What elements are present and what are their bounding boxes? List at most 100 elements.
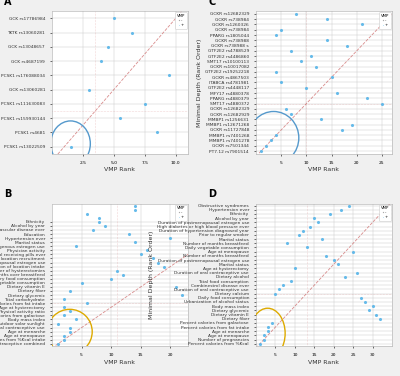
Point <box>318 117 325 123</box>
Point <box>338 127 345 133</box>
Point <box>96 215 102 221</box>
Point <box>268 138 274 144</box>
Point <box>288 278 294 284</box>
Point <box>358 295 364 301</box>
Point <box>319 236 325 242</box>
Point <box>278 79 284 85</box>
Point <box>86 86 92 92</box>
Point <box>154 129 160 135</box>
Point <box>90 227 96 233</box>
Point <box>303 85 310 91</box>
Point <box>292 265 298 271</box>
X-axis label: VMP Rank: VMP Rank <box>104 359 136 365</box>
Point <box>179 292 185 298</box>
X-axis label: VMP Rank: VMP Rank <box>104 167 136 173</box>
Point <box>311 215 318 221</box>
Point <box>268 320 275 326</box>
Point <box>273 69 279 75</box>
Point <box>346 203 352 209</box>
Point <box>61 312 67 318</box>
Point <box>72 317 79 323</box>
Point <box>323 37 330 43</box>
Point <box>377 316 384 322</box>
Legend: -, +: -, + <box>379 12 391 29</box>
Point <box>120 272 126 278</box>
Y-axis label: Minimal Depth (Rank Order): Minimal Depth (Rank Order) <box>197 38 202 127</box>
Point <box>149 255 156 261</box>
Point <box>98 58 105 64</box>
Point <box>263 143 269 149</box>
Point <box>330 257 337 263</box>
Text: D: D <box>208 189 216 199</box>
Point <box>84 211 91 217</box>
Legend: -, +: -, + <box>175 12 187 29</box>
Point <box>108 276 114 282</box>
Point <box>328 74 335 80</box>
Point <box>260 332 267 338</box>
Point <box>132 239 138 245</box>
Point <box>344 42 350 49</box>
X-axis label: VMP Rank: VMP Rank <box>308 359 340 365</box>
Point <box>114 268 120 274</box>
Point <box>61 296 67 302</box>
Point <box>323 253 329 259</box>
Point <box>138 252 144 258</box>
Point <box>96 219 102 225</box>
Point <box>117 115 123 121</box>
Point <box>102 223 108 229</box>
Point <box>280 282 286 288</box>
Point <box>61 304 67 310</box>
Point <box>273 32 279 38</box>
X-axis label: VMP Rank: VMP Rank <box>308 167 340 173</box>
Point <box>132 207 138 213</box>
Point <box>167 235 174 241</box>
Point <box>354 270 360 276</box>
Text: A: A <box>4 0 12 7</box>
Text: B: B <box>4 189 12 199</box>
Point <box>166 72 173 78</box>
Point <box>257 341 263 347</box>
Point <box>132 203 138 209</box>
Point <box>84 300 91 306</box>
Point <box>303 244 310 250</box>
Point <box>366 307 372 313</box>
Point <box>288 111 294 117</box>
Point <box>283 106 290 112</box>
Point <box>313 64 320 70</box>
Point <box>276 287 282 293</box>
Point <box>61 337 67 343</box>
Point <box>142 101 148 107</box>
Y-axis label: Minimal Depth (Rank Order): Minimal Depth (Rank Order) <box>149 230 154 319</box>
Point <box>284 240 290 246</box>
Point <box>350 249 356 255</box>
Legend: -, +: -, + <box>175 205 187 221</box>
Point <box>342 274 348 280</box>
Point <box>78 280 85 286</box>
Point <box>334 261 341 267</box>
Point <box>278 27 284 33</box>
Point <box>293 11 300 17</box>
Point <box>288 48 294 54</box>
Point <box>66 308 73 314</box>
Point <box>55 320 61 326</box>
Point <box>55 341 61 347</box>
Point <box>126 231 132 237</box>
Point <box>273 132 279 138</box>
Point <box>144 247 150 253</box>
Point <box>296 232 302 238</box>
Point <box>104 44 111 50</box>
Point <box>264 328 271 334</box>
Point <box>66 288 73 294</box>
Point <box>307 224 314 230</box>
Point <box>61 333 67 339</box>
Point <box>308 53 315 59</box>
Point <box>272 291 279 297</box>
Point <box>338 207 345 213</box>
Point <box>364 95 370 101</box>
Point <box>298 58 304 64</box>
Point <box>72 243 79 249</box>
Point <box>258 148 264 154</box>
Point <box>66 329 73 335</box>
Point <box>260 337 267 343</box>
Point <box>173 284 179 290</box>
